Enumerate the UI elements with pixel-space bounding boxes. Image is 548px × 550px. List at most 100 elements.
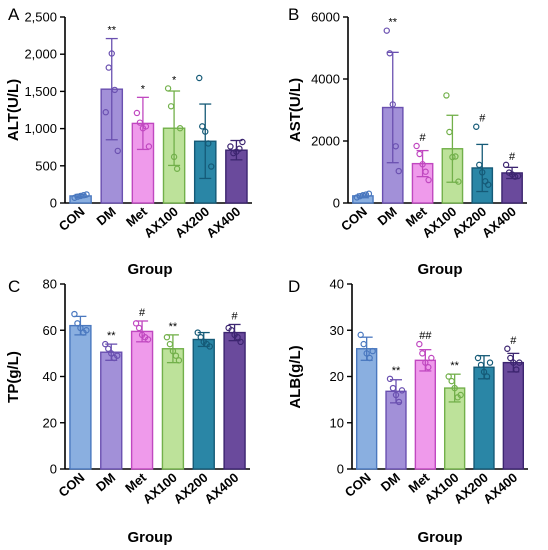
data-point [71,310,78,318]
bar-ax200 [192,338,215,470]
data-point [105,64,112,71]
panel-b: B0200040006000AST(U/L)GroupCON**DM#MetAX… [287,5,527,278]
data-point [237,338,244,346]
data-point [166,340,174,348]
data-point [457,391,464,399]
y-tick-label: 0 [50,462,57,477]
data-point [83,191,90,198]
significance-mark: ## [419,330,432,342]
bar-con [355,348,378,470]
significance-mark: ** [392,365,401,377]
data-point [164,85,172,92]
data-point [362,191,370,198]
data-point [83,327,90,334]
y-tick-label: 40 [43,369,57,384]
data-point [197,333,204,341]
data-point [386,50,393,57]
data-point [448,377,455,385]
data-point [389,384,397,392]
data-point [359,192,367,199]
y-tick-label: 20 [43,415,57,430]
data-point [145,143,153,150]
significance-mark: # [139,307,146,319]
data-point [77,324,84,332]
x-tick-label: AX200 [172,204,212,241]
data-point [480,368,488,376]
data-point [239,138,246,146]
data-point [383,27,390,34]
data-point [504,345,511,352]
data-point [392,391,400,399]
significance-mark: # [509,151,516,163]
data-point [486,359,494,366]
data-point [413,142,420,150]
significance-mark: ** [107,330,116,342]
data-point [445,373,452,380]
data-point [451,384,458,392]
y-tick-label: 20 [330,369,344,384]
bar-dm [100,351,123,470]
data-point [74,193,81,200]
data-point [132,320,140,327]
significance-mark: ** [388,17,397,29]
x-tick-label: AX400 [203,204,243,241]
x-tick-label: CON [338,204,370,234]
data-point [416,150,423,158]
data-point [175,357,183,364]
data-point [425,176,432,184]
y-tick-label: 0 [337,462,344,477]
y-tick-label: 30 [330,323,344,338]
data-point [422,168,429,175]
x-axis-title: Group [128,529,173,546]
data-point [170,153,178,161]
x-axis-title: Group [128,261,173,278]
panel-letter: D [288,277,300,296]
data-point [353,194,361,201]
data-point [473,123,480,130]
data-point [483,373,491,380]
y-tick-label: 0 [333,196,340,211]
x-tick-label: DM [375,204,400,228]
data-point [114,352,121,359]
significance-mark: # [420,132,427,144]
data-point [205,140,212,147]
panel-d: D010203040ALB(g/L)GroupCON**DM##Met**AX1… [287,277,528,546]
data-point [502,161,510,169]
panel-a: A 0 500 1,000 1,500 2,000 2,500 ALT(U/L) Group CO… [5,5,252,278]
x-tick-label: DM [378,470,403,494]
data-point [108,50,115,57]
significance-mark: # [479,113,486,125]
data-point [135,324,143,332]
x-tick-label: AX400 [480,470,520,507]
data-point [142,123,150,130]
y-tick-label: 2,500 [24,10,57,25]
data-point [425,364,432,371]
y-tick-label: 2000 [311,134,340,149]
data-point [208,163,215,170]
data-point [392,143,399,150]
significance-mark: ** [107,25,116,37]
data-point [80,191,87,199]
data-point [428,354,435,362]
panel-letter: C [8,277,20,296]
data-point [136,119,144,126]
data-point [514,172,522,180]
bar-ax100 [161,348,185,470]
data-point [419,350,426,357]
data-point [227,143,234,150]
data-point [395,167,402,175]
data-point [105,345,112,352]
data-point [102,340,109,348]
x-tick-label: CON [56,204,88,234]
y-tick-label: 40 [330,277,344,292]
bar-met [414,359,437,470]
data-point [172,352,180,359]
significance-mark: * [141,83,146,95]
data-point [452,153,459,160]
data-point [365,190,373,197]
data-point [386,375,394,383]
x-tick-label: AX200 [171,470,211,507]
x-tick-label: AX400 [201,470,241,507]
panel-letter: A [8,5,20,24]
